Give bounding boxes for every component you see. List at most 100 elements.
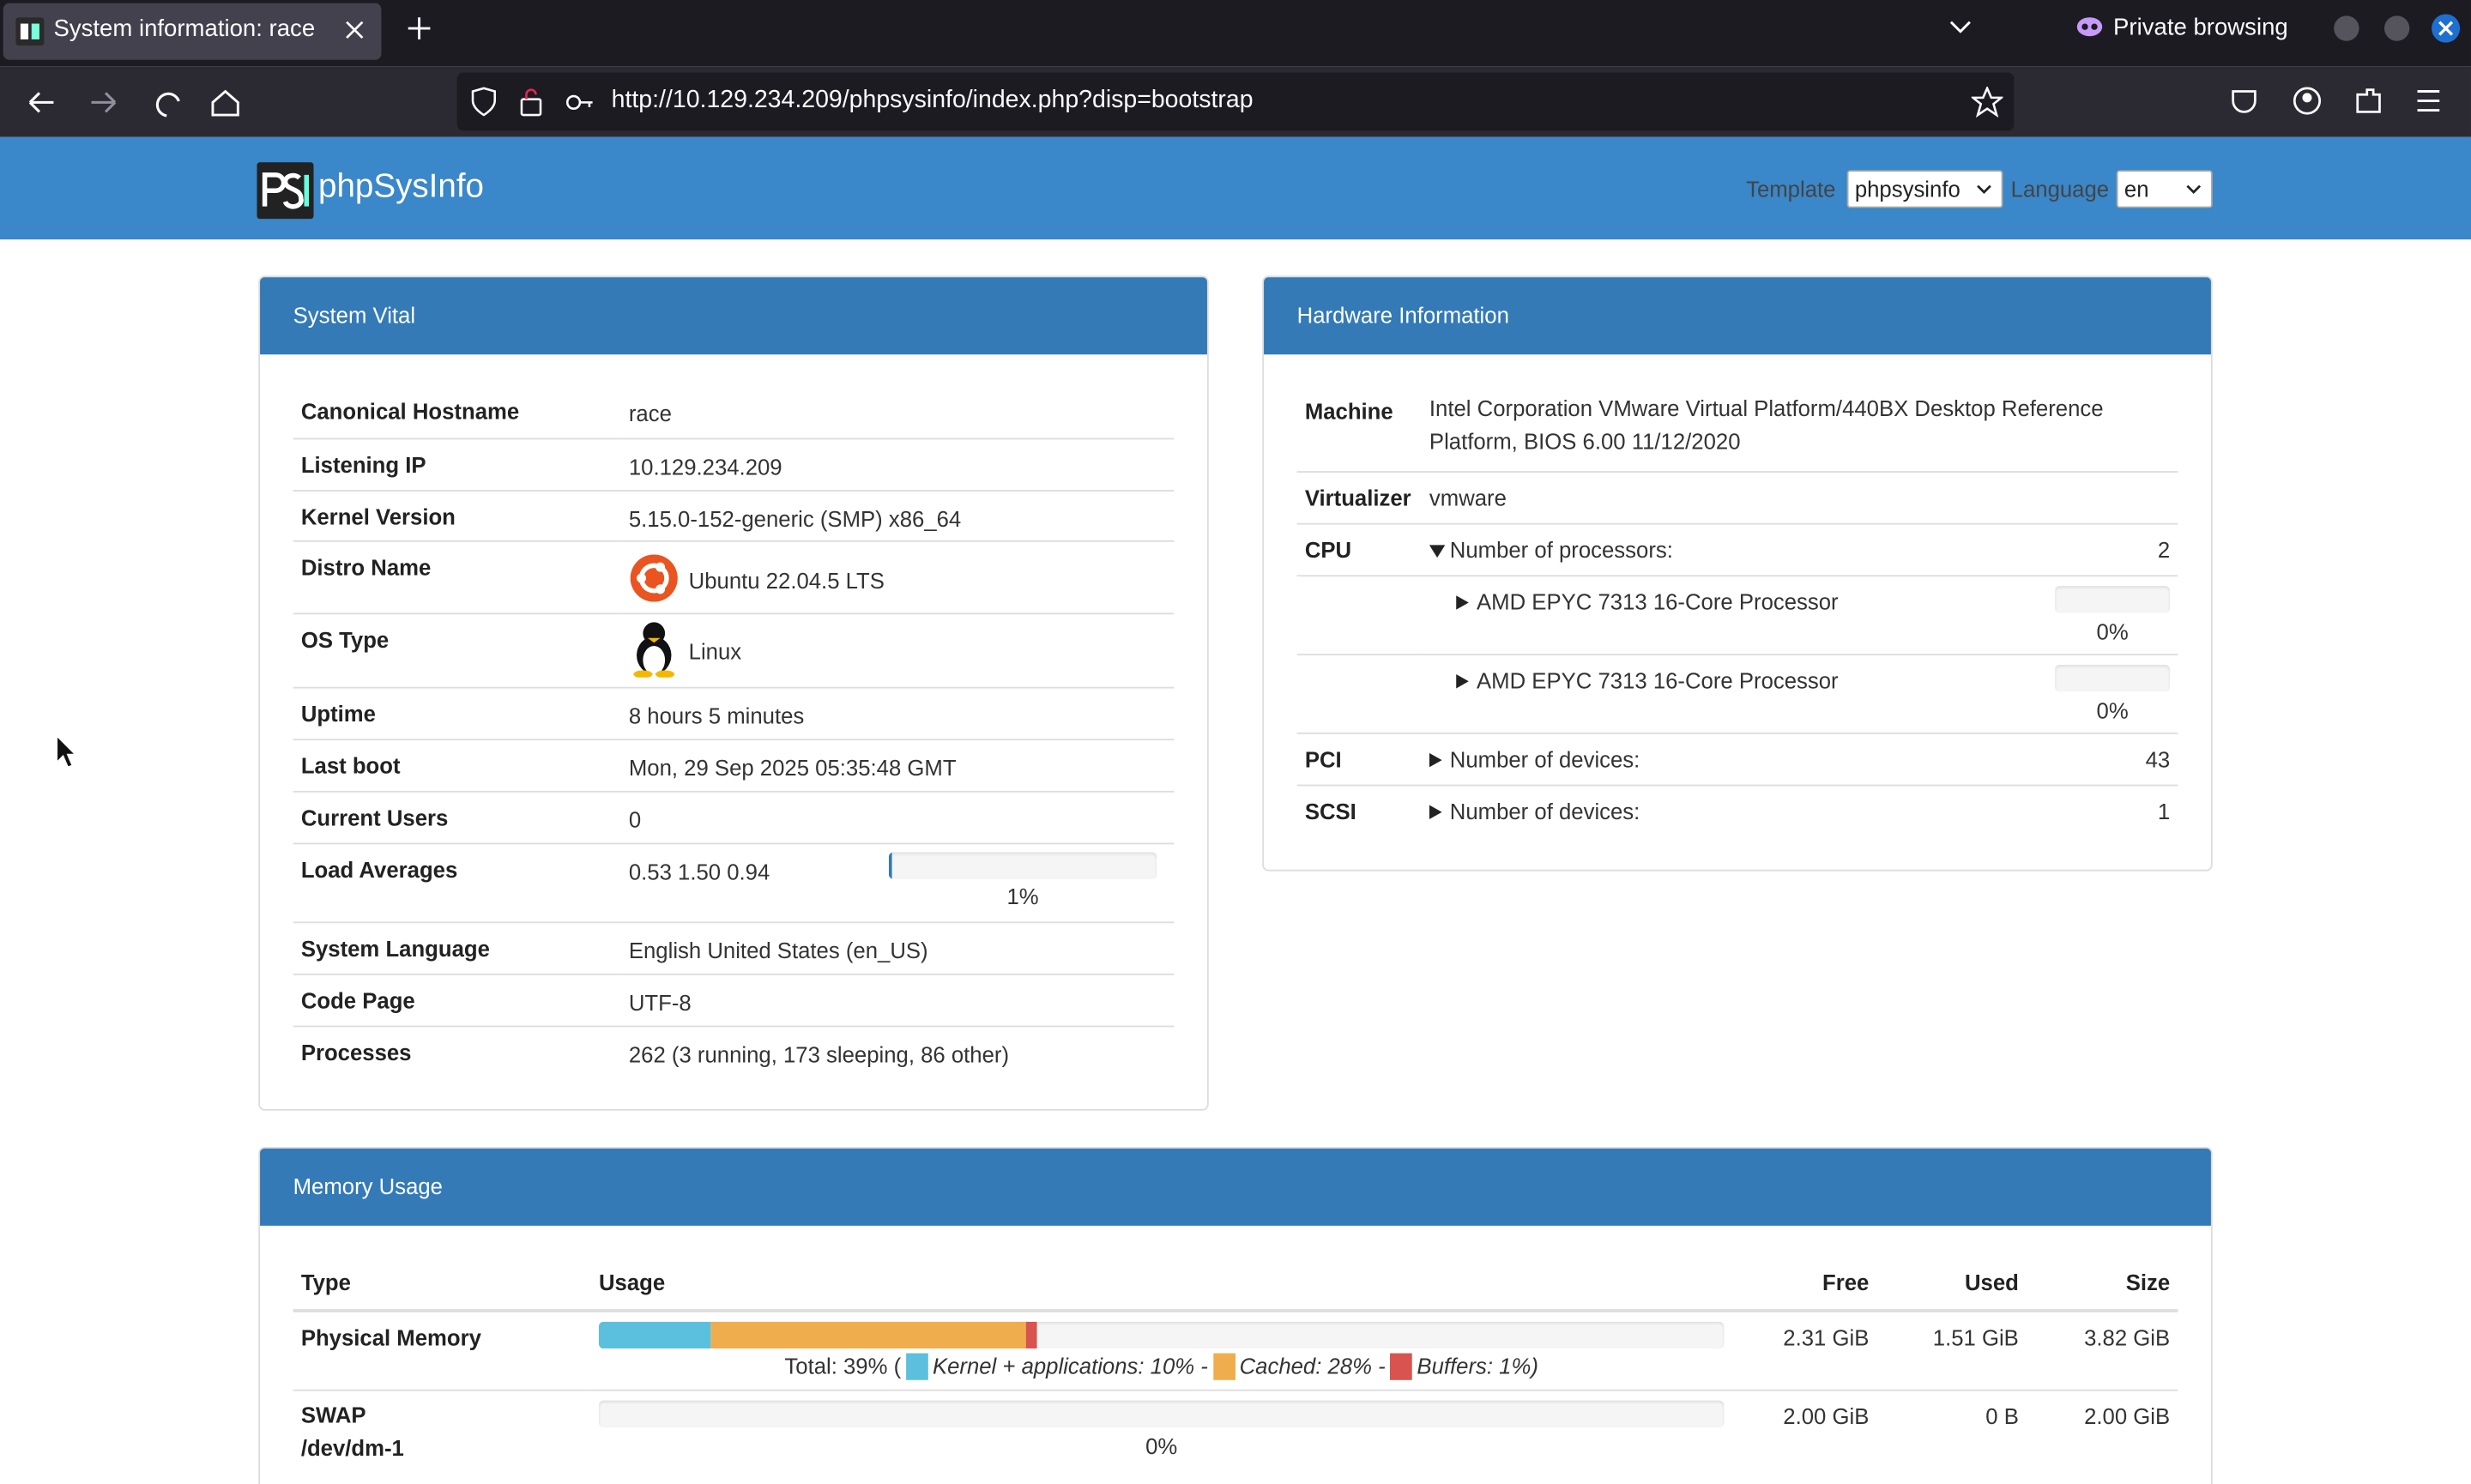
value-text: UTF-8 xyxy=(628,988,692,1015)
memory-table: Type Usage Free Used Size Physical Memory To… xyxy=(293,1258,2178,1469)
load: 0% xyxy=(2036,574,2178,655)
bookmark-star[interactable] xyxy=(1971,87,2003,118)
value-text: 5.15.0-152-generic (SMP) x86_64 xyxy=(628,505,962,531)
label: CPU xyxy=(1296,522,1422,576)
value: race xyxy=(621,386,1175,438)
language-select[interactable]: en xyxy=(2116,170,2213,208)
template-value: phpsysinfo xyxy=(1854,176,1960,202)
label: Virtualizer xyxy=(1296,470,1422,523)
value: Linux xyxy=(620,612,1175,687)
favicon xyxy=(15,17,45,46)
value[interactable]: Number of devices: xyxy=(1421,783,2037,837)
row: Machine Intel Corporation VMware Virtual … xyxy=(1297,386,2178,471)
nav-bar: http://10.129.234.209/phpsysinfo/index.p… xyxy=(0,66,2471,137)
col-head: Used xyxy=(1964,1270,2019,1295)
type: SWAP/dev/dm-1 xyxy=(293,1388,591,1469)
usage-legend: Total: 39% (Kernel + applications: 10% -… xyxy=(599,1353,1724,1380)
bar-track xyxy=(2055,585,2171,612)
usage: 0% xyxy=(590,1388,1725,1469)
value: Intel Corporation VMware Virtual Platfor… xyxy=(1429,395,2104,454)
value: 0.53 1.50 0.94 1% xyxy=(620,842,1175,922)
label: Code Page xyxy=(293,973,621,1026)
used: 1.51 GiB xyxy=(1876,1310,2027,1390)
tab-list[interactable] xyxy=(1949,19,1972,34)
private-label: Private browsing xyxy=(2113,14,2288,41)
caret xyxy=(2186,184,2202,195)
label: Listening IP xyxy=(293,437,621,491)
value[interactable]: Number of processors: xyxy=(1421,522,2037,576)
value-text: English United States (en_US) xyxy=(628,937,928,962)
bar-label: 0% xyxy=(2096,618,2129,644)
label: PCI xyxy=(1296,732,1422,785)
bar-track xyxy=(2055,664,2171,691)
label: Load Averages xyxy=(293,842,621,922)
processor[interactable]: AMD EPYC 7313 16-Core Processor xyxy=(1421,574,2037,655)
value: vmware xyxy=(1421,470,2178,523)
tab-title: System information: race xyxy=(53,15,316,43)
header-row: Type Usage Free Used Size xyxy=(293,1258,2178,1311)
value-text: Ubuntu 22.04.5 LTS xyxy=(688,567,885,593)
row: AMD EPYC 7313 16-Core Processor 0% xyxy=(1296,653,2178,733)
row: Code Page UTF-8 xyxy=(293,973,1175,1026)
row: SCSI Number of devices: 1 xyxy=(1296,783,2178,837)
legend-swatch xyxy=(1212,1353,1236,1380)
url-bar[interactable]: http://10.129.234.209/phpsysinfo/index.p… xyxy=(456,72,2015,131)
row: AMD EPYC 7313 16-Core Processor 0% xyxy=(1296,574,2178,655)
value: UTF-8 xyxy=(620,973,1175,1026)
size: 3.82 GiB xyxy=(2027,1310,2178,1390)
label: Uptime xyxy=(293,685,621,739)
value: Mon, 29 Sep 2025 05:35:48 GMT xyxy=(620,738,1175,791)
row: Physical Memory Total: 39% (Kernel + app… xyxy=(293,1310,2178,1390)
row: OS Type Linux xyxy=(293,612,1175,687)
logo[interactable] xyxy=(257,162,314,220)
label: Last boot xyxy=(293,738,621,791)
row: Virtualizer vmware xyxy=(1296,470,2178,523)
expand-arrow xyxy=(1429,751,1442,767)
legend-label: Cached: 28% - xyxy=(1239,1353,1386,1378)
nav-buttons[interactable] xyxy=(25,87,245,118)
used: 0 B xyxy=(1876,1388,2027,1469)
processor[interactable]: AMD EPYC 7313 16-Core Processor xyxy=(1421,653,2037,733)
row: Processes 262 (3 running, 173 sleeping, 8… xyxy=(293,1024,1175,1078)
panel-title: Memory Usage xyxy=(260,1148,2211,1226)
system-vital-panel: System Vital Canonical Hostname race Liste… xyxy=(258,275,1209,1111)
value: 262 (3 running, 173 sleeping, 86 other) xyxy=(620,1024,1175,1078)
tab-close[interactable] xyxy=(345,21,364,39)
toolbar-icons[interactable] xyxy=(2228,85,2449,119)
value-text: 0 xyxy=(628,805,642,832)
language-value: en xyxy=(2124,176,2149,202)
hardware-table: Machine Intel Corporation VMware Virtual … xyxy=(1296,386,2178,837)
template-select[interactable]: phpsysinfo xyxy=(1846,170,2003,208)
window-controls[interactable] xyxy=(2329,9,2471,47)
legend-swatch xyxy=(1390,1353,1412,1380)
row: System Language English United States (en… xyxy=(293,920,1175,974)
bar-label: 1% xyxy=(1006,883,1039,908)
row: Last boot Mon, 29 Sep 2025 05:35:48 GMT xyxy=(293,738,1175,791)
expand-arrow xyxy=(1456,594,1469,609)
value[interactable]: Number of devices: xyxy=(1421,732,2037,785)
free: 2.00 GiB xyxy=(1722,1388,1877,1469)
brand[interactable]: phpSysInfo xyxy=(318,168,485,205)
bar xyxy=(888,851,892,878)
new-tab[interactable] xyxy=(407,15,432,40)
expand-arrow xyxy=(1429,804,1442,819)
panel-title: System Vital xyxy=(260,277,1207,355)
bar-label: 0% xyxy=(1145,1433,1178,1458)
browser-tab[interactable]: System information: race xyxy=(3,3,382,60)
label: OS Type xyxy=(293,612,621,687)
url-text: http://10.129.234.209/phpsysinfo/index.p… xyxy=(611,87,1254,114)
bar-segment xyxy=(1026,1321,1038,1349)
value: 0 xyxy=(620,790,1175,843)
row: SWAP/dev/dm-1 0% 2.00 GiB 0 B 2.00 GiB xyxy=(293,1388,2178,1469)
value: 10.129.234.209 xyxy=(620,437,1175,491)
size: 2.00 GiB xyxy=(2027,1388,2178,1469)
mouse-cursor xyxy=(56,733,77,769)
tab-bar: System information: race Private browsin… xyxy=(0,0,2471,67)
bar-label: 0% xyxy=(2096,697,2129,723)
count: 43 xyxy=(2036,732,2178,785)
row: CPU Number of processors: 2 xyxy=(1296,522,2178,576)
caret xyxy=(1977,184,1991,195)
col-head: Type xyxy=(300,1270,351,1295)
